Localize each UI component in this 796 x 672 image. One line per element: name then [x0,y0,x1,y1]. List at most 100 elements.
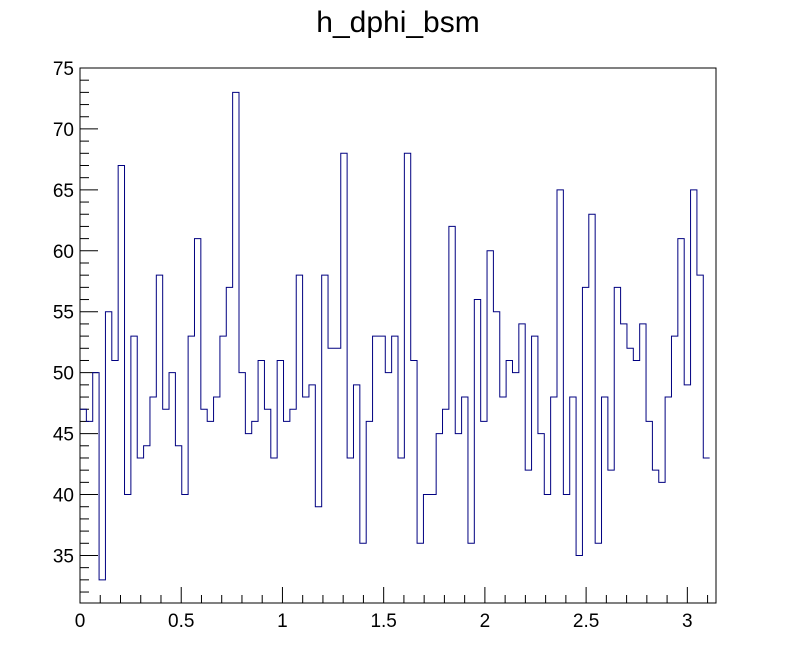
histogram-bin [576,555,582,603]
histogram-bin [411,360,417,603]
histogram-bin [506,360,512,603]
y-tick-label: 45 [53,425,74,446]
histogram-bin [691,190,697,603]
histogram-bin [347,458,353,603]
y-tick-label: 50 [53,364,74,385]
histogram-bin [105,312,111,603]
histogram-bin [443,409,449,603]
histogram-bin [665,397,671,603]
histogram-bin [226,287,232,603]
histogram-bin [315,507,321,603]
histogram-bin [627,348,633,603]
histogram-bin [245,434,251,603]
histogram-bin [652,470,658,603]
histogram-bin [423,495,429,603]
histogram-bin [144,446,150,603]
histogram-bin [353,385,359,603]
histogram-bin [131,336,137,603]
histogram-bin [239,373,245,603]
histogram-bin [449,226,455,603]
x-tick-label: 2 [480,611,491,632]
histogram-bin [684,385,690,603]
histogram-bin [608,470,614,603]
y-tick-label: 65 [53,181,74,202]
histogram-bin [621,324,627,603]
y-tick-label: 35 [53,546,74,567]
histogram-bin [341,153,347,603]
histogram-bin [296,275,302,603]
histogram-bin [175,446,181,603]
y-tick-label: 60 [53,242,74,263]
histogram-bin [398,458,404,603]
histogram-series-line [80,91,710,581]
x-tick-label: 1.5 [370,611,396,632]
histogram-bin [373,336,379,603]
histogram-bin [404,153,410,603]
histogram-bin [595,543,601,603]
histogram-bin [602,397,608,603]
histogram-bin [284,421,290,603]
x-tick-label: 3 [682,611,693,632]
chart-title: h_dphi_bsm [316,6,479,39]
y-axis: 35 40 45 50 55 60 65 70 75 [53,59,98,593]
histogram-bin [614,287,620,603]
histogram-bin [697,275,703,603]
histogram-bin [258,360,264,603]
y-tick-label: 70 [53,120,74,141]
histogram-bin [264,409,270,603]
x-tick-label: 0 [75,611,86,632]
histogram-bin [334,348,340,603]
histogram-bin [557,190,563,603]
histogram-bin [659,482,665,603]
histogram-bin [271,458,277,603]
histogram-bin [570,397,576,603]
histogram-bin [360,543,366,603]
histogram-bin [646,421,652,603]
histogram-bin [233,92,239,603]
histogram-bin [462,397,468,603]
histogram-bin [156,275,162,603]
histogram-bin [194,239,200,603]
histogram-bin [182,495,188,603]
histogram-bin [385,373,391,603]
histogram-bin [220,336,226,603]
histogram-bin [366,421,372,603]
histogram-bin [640,324,646,603]
y-tick-label: 75 [53,59,74,80]
histogram-bins [80,92,710,603]
x-tick-label: 1 [277,611,288,632]
histogram-bin [214,397,220,603]
histogram-bin [277,360,283,603]
histogram-bin [455,434,461,603]
y-tick-label: 55 [53,303,74,324]
histogram-bin [188,336,194,603]
x-tick-label: 2.5 [573,611,599,632]
histogram-bin [169,373,175,603]
histogram-bin [322,275,328,603]
histogram-bin [481,421,487,603]
histogram-bin [303,397,309,603]
histogram-bin [468,543,474,603]
y-tick-label: 40 [53,486,74,507]
histogram-bin [436,434,442,603]
histogram-bin [430,495,436,603]
histogram-bin [525,470,531,603]
histogram-bin [544,495,550,603]
histogram-bin [163,409,169,603]
histogram-bin [207,421,213,603]
plot-frame [79,67,717,604]
histogram-bin [493,312,499,603]
histogram-bin [201,409,207,603]
histogram-bin [582,287,588,603]
histogram-bin [252,421,258,603]
histogram-bin [80,409,86,603]
histogram-bin [500,397,506,603]
histogram-bin [671,336,677,603]
histogram-bin [118,165,124,603]
histogram-bin [150,397,156,603]
histogram-bin [633,360,639,603]
histogram-bin [112,360,118,603]
histogram-bin [392,336,398,603]
x-tick-label: 0.5 [168,611,194,632]
